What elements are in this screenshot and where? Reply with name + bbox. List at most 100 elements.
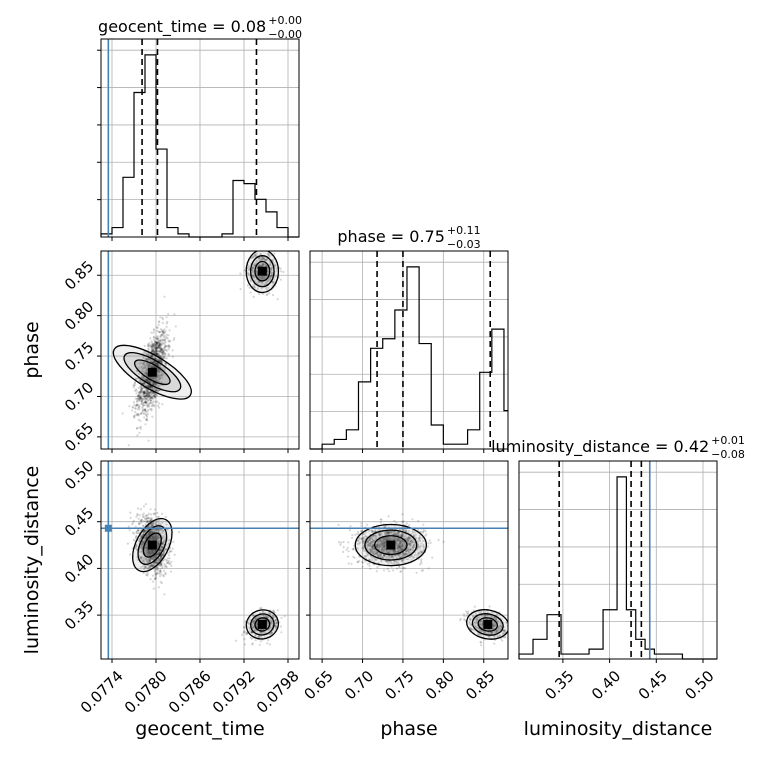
scatter-point	[141, 388, 144, 392]
histogram-bar	[589, 649, 603, 659]
scatter-point	[378, 546, 381, 549]
scatter-point	[254, 253, 257, 256]
scatter-point	[382, 542, 385, 545]
scatter-point	[400, 533, 403, 536]
scatter-point	[156, 390, 159, 393]
scatter-point	[366, 539, 369, 542]
scatter-point	[154, 536, 157, 539]
scatter-point	[266, 273, 269, 276]
scatter-point	[403, 552, 406, 555]
scatter-point	[402, 520, 405, 523]
scatter-point	[151, 382, 155, 386]
scatter-point	[394, 538, 397, 541]
scatter-point	[377, 547, 380, 550]
scatter-point	[421, 569, 425, 572]
scatter-point	[139, 556, 142, 559]
scatter-point	[384, 541, 387, 544]
scatter-point	[153, 355, 156, 358]
scatter-point	[147, 549, 151, 552]
scatter-point	[391, 530, 394, 534]
scatter-point	[153, 393, 156, 396]
scatter-point	[158, 330, 162, 334]
scatter-point	[133, 403, 136, 406]
scatter-point	[270, 272, 273, 275]
scatter-point	[156, 542, 159, 545]
scatter-point	[262, 614, 265, 617]
scatter-point	[368, 538, 371, 541]
scatter-point	[391, 538, 394, 541]
scatter-point	[279, 278, 282, 281]
scatter-point	[146, 547, 149, 550]
scatter-point	[155, 519, 158, 522]
scatter-point	[363, 555, 366, 558]
scatter-point	[143, 416, 146, 419]
scatter-point	[155, 554, 158, 557]
scatter-point	[147, 551, 150, 554]
scatter-point	[134, 407, 137, 410]
scatter-point	[399, 544, 402, 547]
scatter-point	[155, 342, 158, 345]
scatter-point	[141, 393, 144, 396]
scatter-point	[401, 553, 404, 556]
scatter-point	[158, 347, 161, 350]
scatter-point	[378, 543, 381, 547]
scatter-point	[150, 537, 153, 540]
scatter-point	[380, 554, 383, 557]
scatter-point	[279, 625, 282, 628]
scatter-point	[156, 389, 160, 392]
scatter-point	[369, 542, 372, 545]
scatter-point	[160, 528, 163, 531]
scatter-point	[368, 542, 371, 545]
scatter-point	[163, 343, 166, 346]
scatter-point	[158, 371, 161, 374]
scatter-point	[251, 256, 254, 259]
scatter-point	[270, 276, 273, 279]
scatter-point	[134, 397, 137, 400]
scatter-point	[408, 556, 411, 559]
scatter-point	[269, 262, 272, 265]
scatter-point	[371, 558, 374, 562]
scatter-point	[148, 559, 151, 562]
scatter-point	[246, 271, 249, 274]
scatter-point	[437, 538, 440, 542]
scatter-point	[143, 392, 146, 395]
scatter-point	[151, 386, 154, 389]
scatter-point	[150, 549, 153, 552]
scatter-point	[152, 350, 155, 353]
scatter-point	[140, 521, 143, 525]
scatter-point	[375, 552, 378, 555]
scatter-point	[143, 366, 146, 369]
scatter-point	[271, 274, 274, 277]
scatter-point	[156, 537, 159, 541]
scatter-point	[273, 619, 277, 622]
scatter-point	[383, 541, 386, 545]
scatter-point	[262, 257, 265, 260]
scatter-point	[152, 361, 155, 364]
scatter-point	[155, 337, 158, 340]
scatter-point	[151, 530, 154, 533]
x-tick-label: 0.0798	[253, 667, 303, 717]
scatter-point	[142, 530, 145, 533]
scatter-point	[148, 519, 151, 523]
scatter-point	[398, 546, 401, 549]
scatter-point	[137, 413, 140, 416]
scatter-point	[391, 537, 395, 541]
scatter-point	[352, 547, 355, 550]
scatter-point	[374, 536, 377, 539]
scatter-point	[144, 399, 147, 403]
scatter-point	[398, 546, 402, 549]
scatter-point	[157, 551, 160, 554]
scatter-point	[401, 531, 404, 535]
scatter-point	[150, 538, 154, 541]
scatter-point	[149, 401, 152, 404]
histogram-bar	[233, 180, 244, 237]
scatter-point	[267, 639, 270, 642]
scatter-point	[379, 518, 382, 521]
scatter-point	[154, 556, 157, 559]
scatter-point	[155, 537, 158, 540]
scatter-point	[146, 384, 149, 387]
scatter-point	[407, 537, 410, 540]
scatter-point	[128, 529, 131, 532]
scatter-point	[147, 551, 150, 554]
scatter-point	[153, 376, 156, 379]
